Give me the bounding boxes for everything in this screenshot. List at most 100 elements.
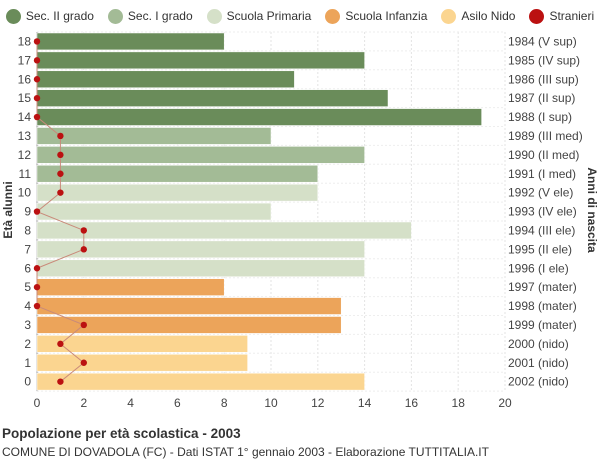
stranieri-point xyxy=(33,94,41,102)
stranieri-point xyxy=(33,76,41,83)
stranieri-point xyxy=(57,189,64,196)
y-tick-label: 9 xyxy=(24,205,31,219)
y-tick-label: 8 xyxy=(24,223,31,237)
y2-tick-label: 1994 (III ele) xyxy=(508,223,575,237)
y-tick-label: 18 xyxy=(18,34,32,48)
bar xyxy=(36,278,225,296)
y2-tick-label: 1984 (V sup) xyxy=(508,34,577,48)
y-tick-label: 4 xyxy=(24,299,31,313)
stranieri-point xyxy=(57,151,64,159)
y-tick-label: 12 xyxy=(18,148,32,162)
y2-tick-label: 1998 (mater) xyxy=(508,299,577,313)
y-tick-label: 2 xyxy=(24,337,31,351)
y2-tick-label: 1987 (II sup) xyxy=(508,91,575,105)
bar xyxy=(36,51,365,70)
stranieri-point xyxy=(80,321,88,329)
legend-item: Sec. I grado xyxy=(107,6,193,26)
y-tick-label: 11 xyxy=(19,167,32,181)
stranieri-point xyxy=(33,265,41,272)
x-tick-label: 8 xyxy=(221,396,228,410)
y2-tick-label: 1993 (IV ele) xyxy=(508,205,577,219)
y2-tick-label: 1991 (I med) xyxy=(508,167,576,181)
legend-item: Asilo Nido xyxy=(441,6,515,26)
y2-tick-label: 1988 (I sup) xyxy=(508,110,572,124)
x-tick-label: 10 xyxy=(264,396,278,410)
bar xyxy=(36,70,295,88)
y2-tick-label: 2000 (nido) xyxy=(508,337,569,351)
x-tick-label: 4 xyxy=(127,396,134,410)
y2-tick-label: 1985 (IV sup) xyxy=(508,53,580,67)
x-tick-label: 14 xyxy=(358,396,372,410)
legend-label: Scuola Infanzia xyxy=(345,9,428,23)
legend-swatch xyxy=(441,8,457,24)
legend-label: Scuola Primaria xyxy=(226,9,312,23)
bar xyxy=(36,297,342,315)
y2-tick-label: 1989 (III med) xyxy=(508,129,583,143)
legend-item: Scuola Infanzia xyxy=(325,6,427,26)
y-tick-label: 14 xyxy=(18,110,32,124)
legend-swatch xyxy=(325,8,341,24)
y-tick-label: 10 xyxy=(18,186,32,200)
stranieri-point xyxy=(33,283,41,291)
stranieri-point xyxy=(33,57,41,64)
x-tick-label: 6 xyxy=(174,396,181,410)
legend-swatch xyxy=(529,8,545,24)
bar xyxy=(36,335,248,353)
y2-tick-label: 2001 (nido) xyxy=(508,356,569,370)
stranieri-point xyxy=(33,113,41,121)
y2-tick-label: 1997 (mater) xyxy=(508,280,577,294)
legend-label: Asilo Nido xyxy=(461,9,516,23)
stranieri-point xyxy=(57,170,64,177)
chart-footer-subtitle: COMUNE DI DOVADOLA (FC) - Dati ISTAT 1° … xyxy=(2,445,489,459)
bar xyxy=(36,202,272,221)
legend-item: Scuola Primaria xyxy=(206,6,312,26)
bar xyxy=(36,32,225,51)
stranieri-point xyxy=(57,340,64,348)
stranieri-point xyxy=(57,378,64,385)
x-tick-label: 20 xyxy=(498,396,512,410)
y-tick-label: 16 xyxy=(18,72,32,86)
y2-tick-label: 1990 (II med) xyxy=(508,148,579,162)
legend-item: Sec. II grado xyxy=(5,6,94,26)
bar xyxy=(36,183,319,202)
y-axis-title: Età alunni xyxy=(1,181,15,238)
x-tick-label: 0 xyxy=(34,396,41,410)
y2-tick-label: 1986 (III sup) xyxy=(508,72,579,86)
legend-label: Sec. II grado xyxy=(25,9,94,23)
chart-bars xyxy=(36,32,482,391)
y2-tick-label: 1992 (V ele) xyxy=(508,186,573,200)
stranieri-line xyxy=(33,38,88,385)
legend-item: Stranieri xyxy=(529,6,594,26)
bar xyxy=(36,108,482,126)
y2-tick-label: 2002 (nido) xyxy=(508,375,569,389)
stranieri-point xyxy=(57,132,64,140)
legend-swatch xyxy=(107,8,123,24)
stranieri-point xyxy=(33,208,41,215)
bar xyxy=(36,221,412,240)
y2-axis-title: Anni di nascita xyxy=(585,167,599,253)
bar xyxy=(36,240,365,259)
bar xyxy=(36,354,248,372)
bar xyxy=(36,372,365,391)
legend-label: Sec. I grado xyxy=(127,9,193,23)
y2-tick-label: 1996 (I ele) xyxy=(508,261,569,275)
stranieri-point xyxy=(80,359,88,366)
bar xyxy=(36,259,365,277)
x-tick-label: 2 xyxy=(80,396,87,410)
y-tick-label: 5 xyxy=(24,280,31,294)
bar xyxy=(36,127,272,145)
bar xyxy=(36,165,319,183)
x-tick-label: 18 xyxy=(452,396,466,410)
chart-legend: Sec. II grado Sec. I grado Scuola Primaria… xyxy=(0,6,600,26)
y2-tick-label: 1995 (II ele) xyxy=(508,242,572,256)
y-tick-label: 0 xyxy=(24,375,31,389)
stranieri-point xyxy=(80,227,88,234)
bar xyxy=(36,89,389,107)
legend-label: Stranieri xyxy=(549,9,595,23)
legend-swatch xyxy=(5,8,21,24)
y-tick-label: 6 xyxy=(24,261,31,275)
y-tick-label: 13 xyxy=(18,129,32,143)
y2-tick-label: 1999 (mater) xyxy=(508,318,577,332)
